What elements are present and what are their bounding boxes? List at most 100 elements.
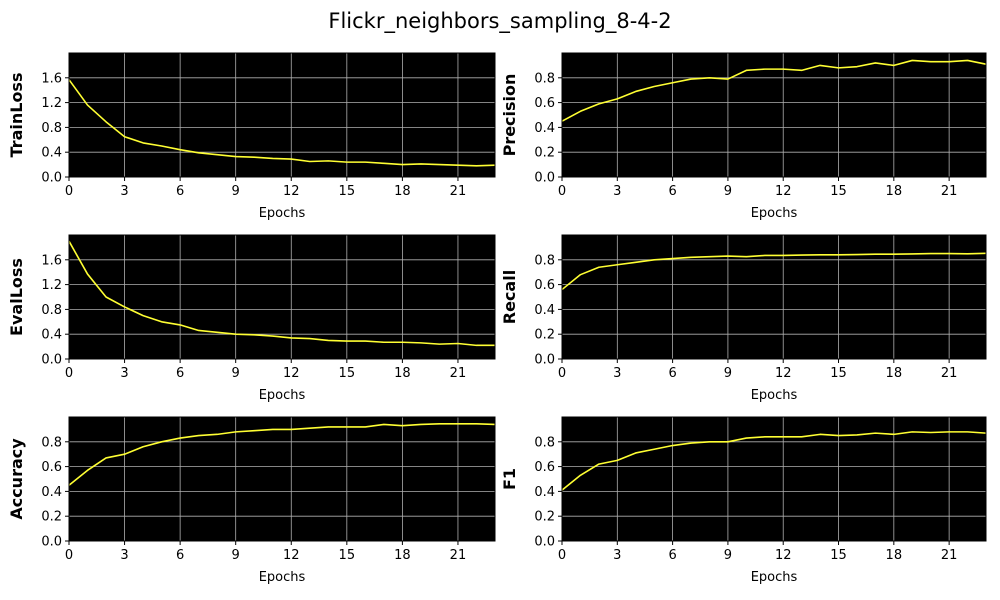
x-tick-label: 0 <box>558 548 566 563</box>
x-axis-label: Epochs <box>259 206 306 221</box>
x-tick-label: 18 <box>394 184 411 199</box>
x-axis-label: Epochs <box>751 388 798 403</box>
y-tick-label: 0.2 <box>534 328 555 343</box>
plot-area <box>69 53 495 177</box>
x-tick-label: 0 <box>558 366 566 381</box>
x-tick-label: 18 <box>886 548 903 563</box>
y-tick-label: 0.4 <box>534 121 555 136</box>
y-tick-label: 0.8 <box>534 253 555 268</box>
y-tick-label: 0.4 <box>41 485 62 500</box>
x-tick-label: 15 <box>830 366 847 381</box>
y-tick-label: 1.2 <box>41 278 62 293</box>
x-tick-label: 9 <box>232 548 240 563</box>
y-tick-label: 0.8 <box>41 435 62 450</box>
plot-area <box>562 417 986 541</box>
subplot-recall: 0 3 6 9 12 15 18 21 0.0 0.2 0.4 0.6 0.8 Epochs Recall <box>500 234 987 403</box>
x-tick-label: 9 <box>724 184 732 199</box>
y-tick-label: 0.6 <box>534 96 555 111</box>
x-tick-label: 0 <box>65 548 73 563</box>
x-tick-label: 15 <box>830 548 847 563</box>
y-tick-label: 0.2 <box>534 146 555 161</box>
x-tick-label: 9 <box>724 366 732 381</box>
x-tick-label: 21 <box>450 184 467 199</box>
x-axis-label: Epochs <box>259 570 306 585</box>
subplot-evalloss: 0 3 6 9 12 15 18 21 0.0 0.4 0.8 1.2 1.6 Epochs EvalLos… <box>7 234 496 403</box>
y-tick-label: 0.4 <box>534 485 555 500</box>
x-tick-label: 3 <box>613 184 621 199</box>
y-tick-label: 0.4 <box>41 146 62 161</box>
x-tick-label: 15 <box>339 366 356 381</box>
x-tick-label: 21 <box>450 548 467 563</box>
x-tick-label: 15 <box>830 184 847 199</box>
x-tick-label: 18 <box>886 366 903 381</box>
subplot-precision: 0 3 6 9 12 15 18 21 0.0 0.2 0.4 0.6 0.8 Epochs Precisi… <box>500 52 987 221</box>
plot-area <box>562 53 986 177</box>
y-axis-label: EvalLoss <box>7 258 26 336</box>
y-axis-label: TrainLoss <box>7 73 26 158</box>
y-tick-label: 0.0 <box>534 535 555 550</box>
series-line-f1 <box>561 431 987 491</box>
y-tick-label: 1.2 <box>41 96 62 111</box>
x-tick-label: 3 <box>613 548 621 563</box>
x-tick-label: 21 <box>941 548 958 563</box>
subplot-f1: 0 3 6 9 12 15 18 21 0.0 0.2 0.4 0.6 0.8 Epochs F1 <box>500 416 987 585</box>
y-axis-label: Recall <box>500 270 519 324</box>
x-tick-label: 9 <box>724 548 732 563</box>
x-tick-label: 3 <box>120 548 128 563</box>
subplot-trainloss: 0 3 6 9 12 15 18 21 0.0 0.4 0.8 1.2 1.6 Epochs TrainLo… <box>7 52 496 221</box>
series-line-accuracy <box>68 423 496 486</box>
y-tick-label: 0.0 <box>534 171 555 186</box>
x-tick-label: 9 <box>232 366 240 381</box>
y-tick-label: 0.8 <box>41 121 62 136</box>
y-tick-label: 0.8 <box>41 303 62 318</box>
x-axis-label: Epochs <box>751 570 798 585</box>
x-tick-label: 12 <box>283 366 300 381</box>
x-tick-label: 12 <box>775 184 792 199</box>
x-axis-label: Epochs <box>751 206 798 221</box>
y-tick-label: 0.4 <box>534 303 555 318</box>
series-line-precision <box>561 59 987 122</box>
y-axis-label: Precision <box>500 74 519 157</box>
x-tick-label: 21 <box>941 366 958 381</box>
x-tick-label: 15 <box>339 548 356 563</box>
x-tick-label: 9 <box>232 184 240 199</box>
x-tick-label: 12 <box>775 548 792 563</box>
x-tick-label: 6 <box>176 548 184 563</box>
plot-area <box>69 235 495 359</box>
figure-title: Flickr_neighbors_sampling_8-4-2 <box>328 9 671 34</box>
x-tick-label: 0 <box>65 184 73 199</box>
x-tick-label: 3 <box>120 184 128 199</box>
y-tick-label: 0.0 <box>534 353 555 368</box>
y-tick-label: 0.8 <box>534 435 555 450</box>
y-tick-label: 0.4 <box>41 328 62 343</box>
y-tick-label: 0.6 <box>534 278 555 293</box>
x-tick-label: 3 <box>120 366 128 381</box>
y-axis-label: F1 <box>500 468 519 490</box>
x-tick-label: 18 <box>886 184 903 199</box>
x-tick-label: 6 <box>668 366 676 381</box>
y-tick-label: 0.0 <box>41 171 62 186</box>
y-tick-label: 0.2 <box>41 510 62 525</box>
y-tick-label: 0.0 <box>41 353 62 368</box>
x-tick-label: 21 <box>941 184 958 199</box>
y-axis-label: Accuracy <box>7 438 26 520</box>
y-tick-label: 0.0 <box>41 535 62 550</box>
series-line-evalloss <box>68 240 495 347</box>
series-line-recall <box>561 252 987 291</box>
y-tick-label: 0.8 <box>534 71 555 86</box>
x-tick-label: 0 <box>558 184 566 199</box>
subplot-accuracy: 0 3 6 9 12 15 18 21 0.0 0.2 0.4 0.6 0.8 Epochs Accurac… <box>7 416 496 585</box>
y-tick-label: 0.6 <box>41 460 62 475</box>
axes-frame <box>561 52 987 178</box>
x-tick-label: 6 <box>176 184 184 199</box>
plot-area <box>69 417 495 541</box>
x-tick-label: 6 <box>668 548 676 563</box>
x-tick-label: 12 <box>775 366 792 381</box>
axes-frame <box>68 234 496 360</box>
y-tick-label: 1.6 <box>41 71 62 86</box>
x-tick-label: 18 <box>394 548 411 563</box>
x-tick-label: 18 <box>394 366 411 381</box>
x-tick-label: 0 <box>65 366 73 381</box>
y-tick-label: 0.2 <box>534 510 555 525</box>
